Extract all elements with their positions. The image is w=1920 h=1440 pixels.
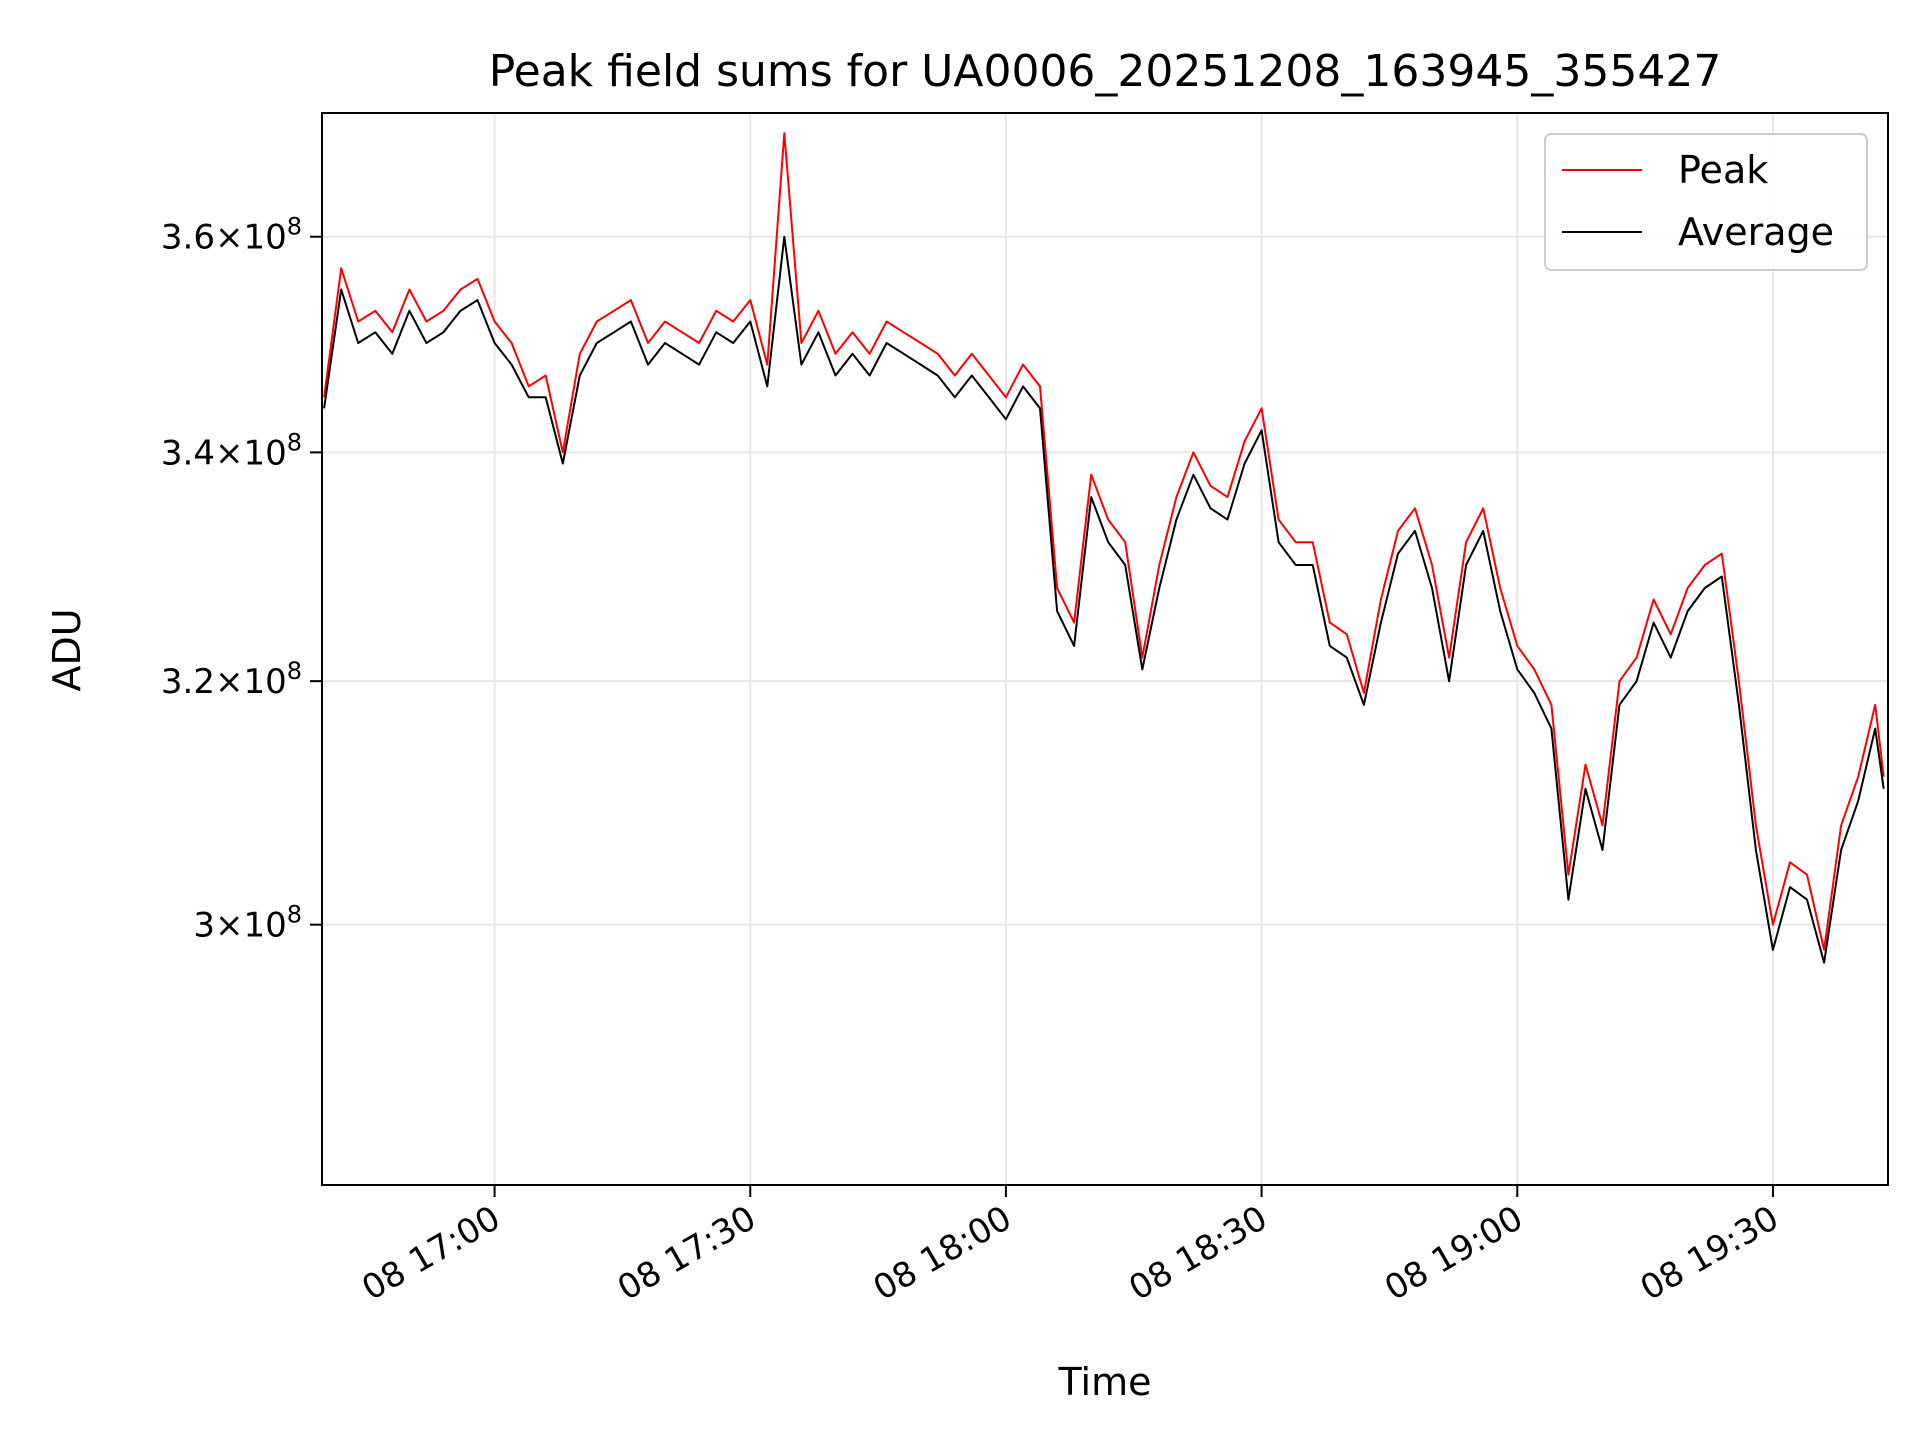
series-line-peak	[323, 132, 1885, 951]
y-tick-mantissa: 3.6	[161, 218, 215, 258]
x-axis-label: Time	[1058, 1360, 1152, 1404]
legend-label: Average	[1678, 210, 1834, 254]
legend-label: Peak	[1678, 148, 1768, 192]
y-tick-mantissa: 3	[193, 906, 215, 946]
chart-title: Peak field sums for UA0006_20251208_1639…	[489, 46, 1722, 97]
plot-frame	[321, 112, 1889, 1186]
y-tick-label: 3.6×108	[161, 213, 302, 258]
y-tick-mantissa: 3.4	[161, 433, 215, 473]
y-tick-exponent: 8	[287, 428, 302, 456]
y-tick-label: 3.2×108	[161, 657, 302, 702]
plot-lines	[323, 132, 1885, 964]
legend-box	[1544, 133, 1868, 271]
y-tick-label: 3×108	[193, 901, 302, 946]
y-tick-mantissa: 3.2	[161, 662, 215, 702]
y-tick-exponent: 8	[287, 901, 302, 929]
y-axis-ticks: 3×108 3.2×108 3.4×108 3.6×108	[161, 213, 322, 946]
y-tick-exponent: 8	[287, 213, 302, 241]
legend: Peak Average	[1544, 133, 1868, 271]
series-line-average	[323, 235, 1885, 964]
y-tick-exponent: 8	[287, 657, 302, 685]
y-tick-label: 3.4×108	[161, 428, 302, 473]
y-axis-label: ADU	[45, 608, 89, 691]
